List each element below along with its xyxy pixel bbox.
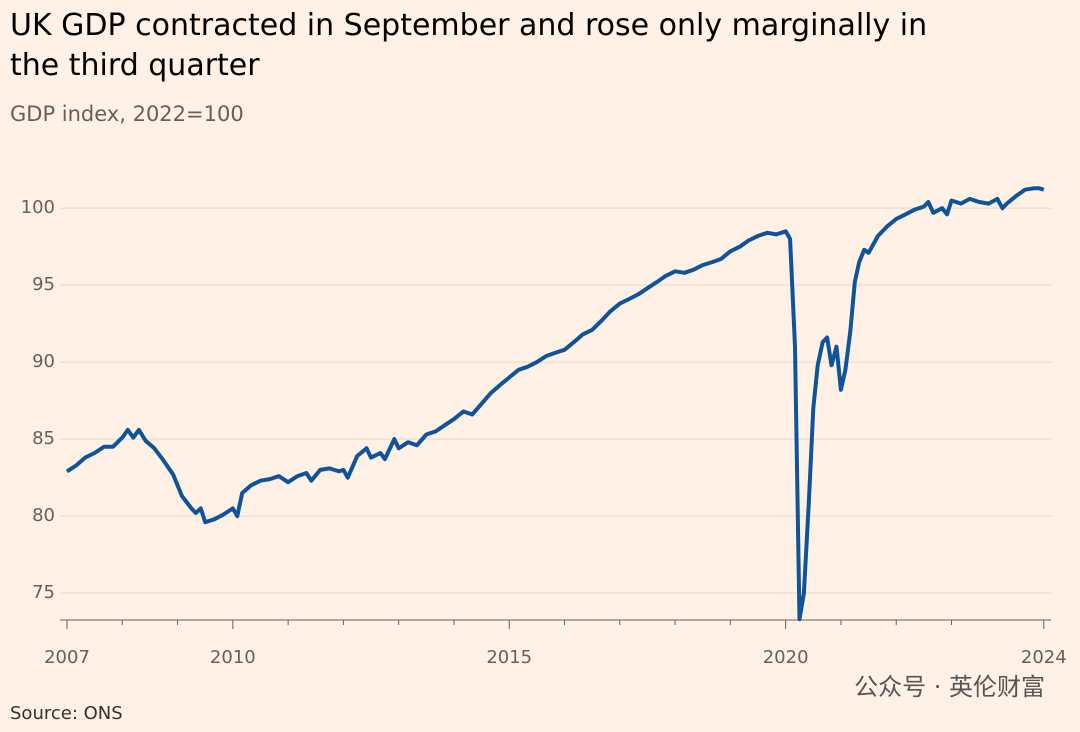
x-tick-label: 2010	[210, 647, 256, 668]
x-tick-label: 2007	[44, 647, 90, 668]
chart-title: UK GDP contracted in September and rose …	[10, 8, 927, 83]
y-tick-label: 75	[32, 582, 55, 603]
x-tick-label: 2015	[486, 647, 532, 668]
y-tick-label: 100	[21, 197, 55, 218]
y-tick-label: 90	[32, 351, 55, 372]
y-tick-label: 80	[32, 505, 55, 526]
y-tick-label: 95	[32, 274, 55, 295]
x-tick-label: 2020	[763, 647, 809, 668]
y-tick-label: 85	[32, 428, 55, 449]
chart-subtitle: GDP index, 2022=100	[10, 102, 244, 126]
source: Source: ONS	[10, 703, 123, 724]
x-tick-label: 2024	[1021, 647, 1067, 668]
watermark: 公众号 · 英伦财富	[854, 673, 1045, 701]
line-series	[65, 186, 1045, 622]
